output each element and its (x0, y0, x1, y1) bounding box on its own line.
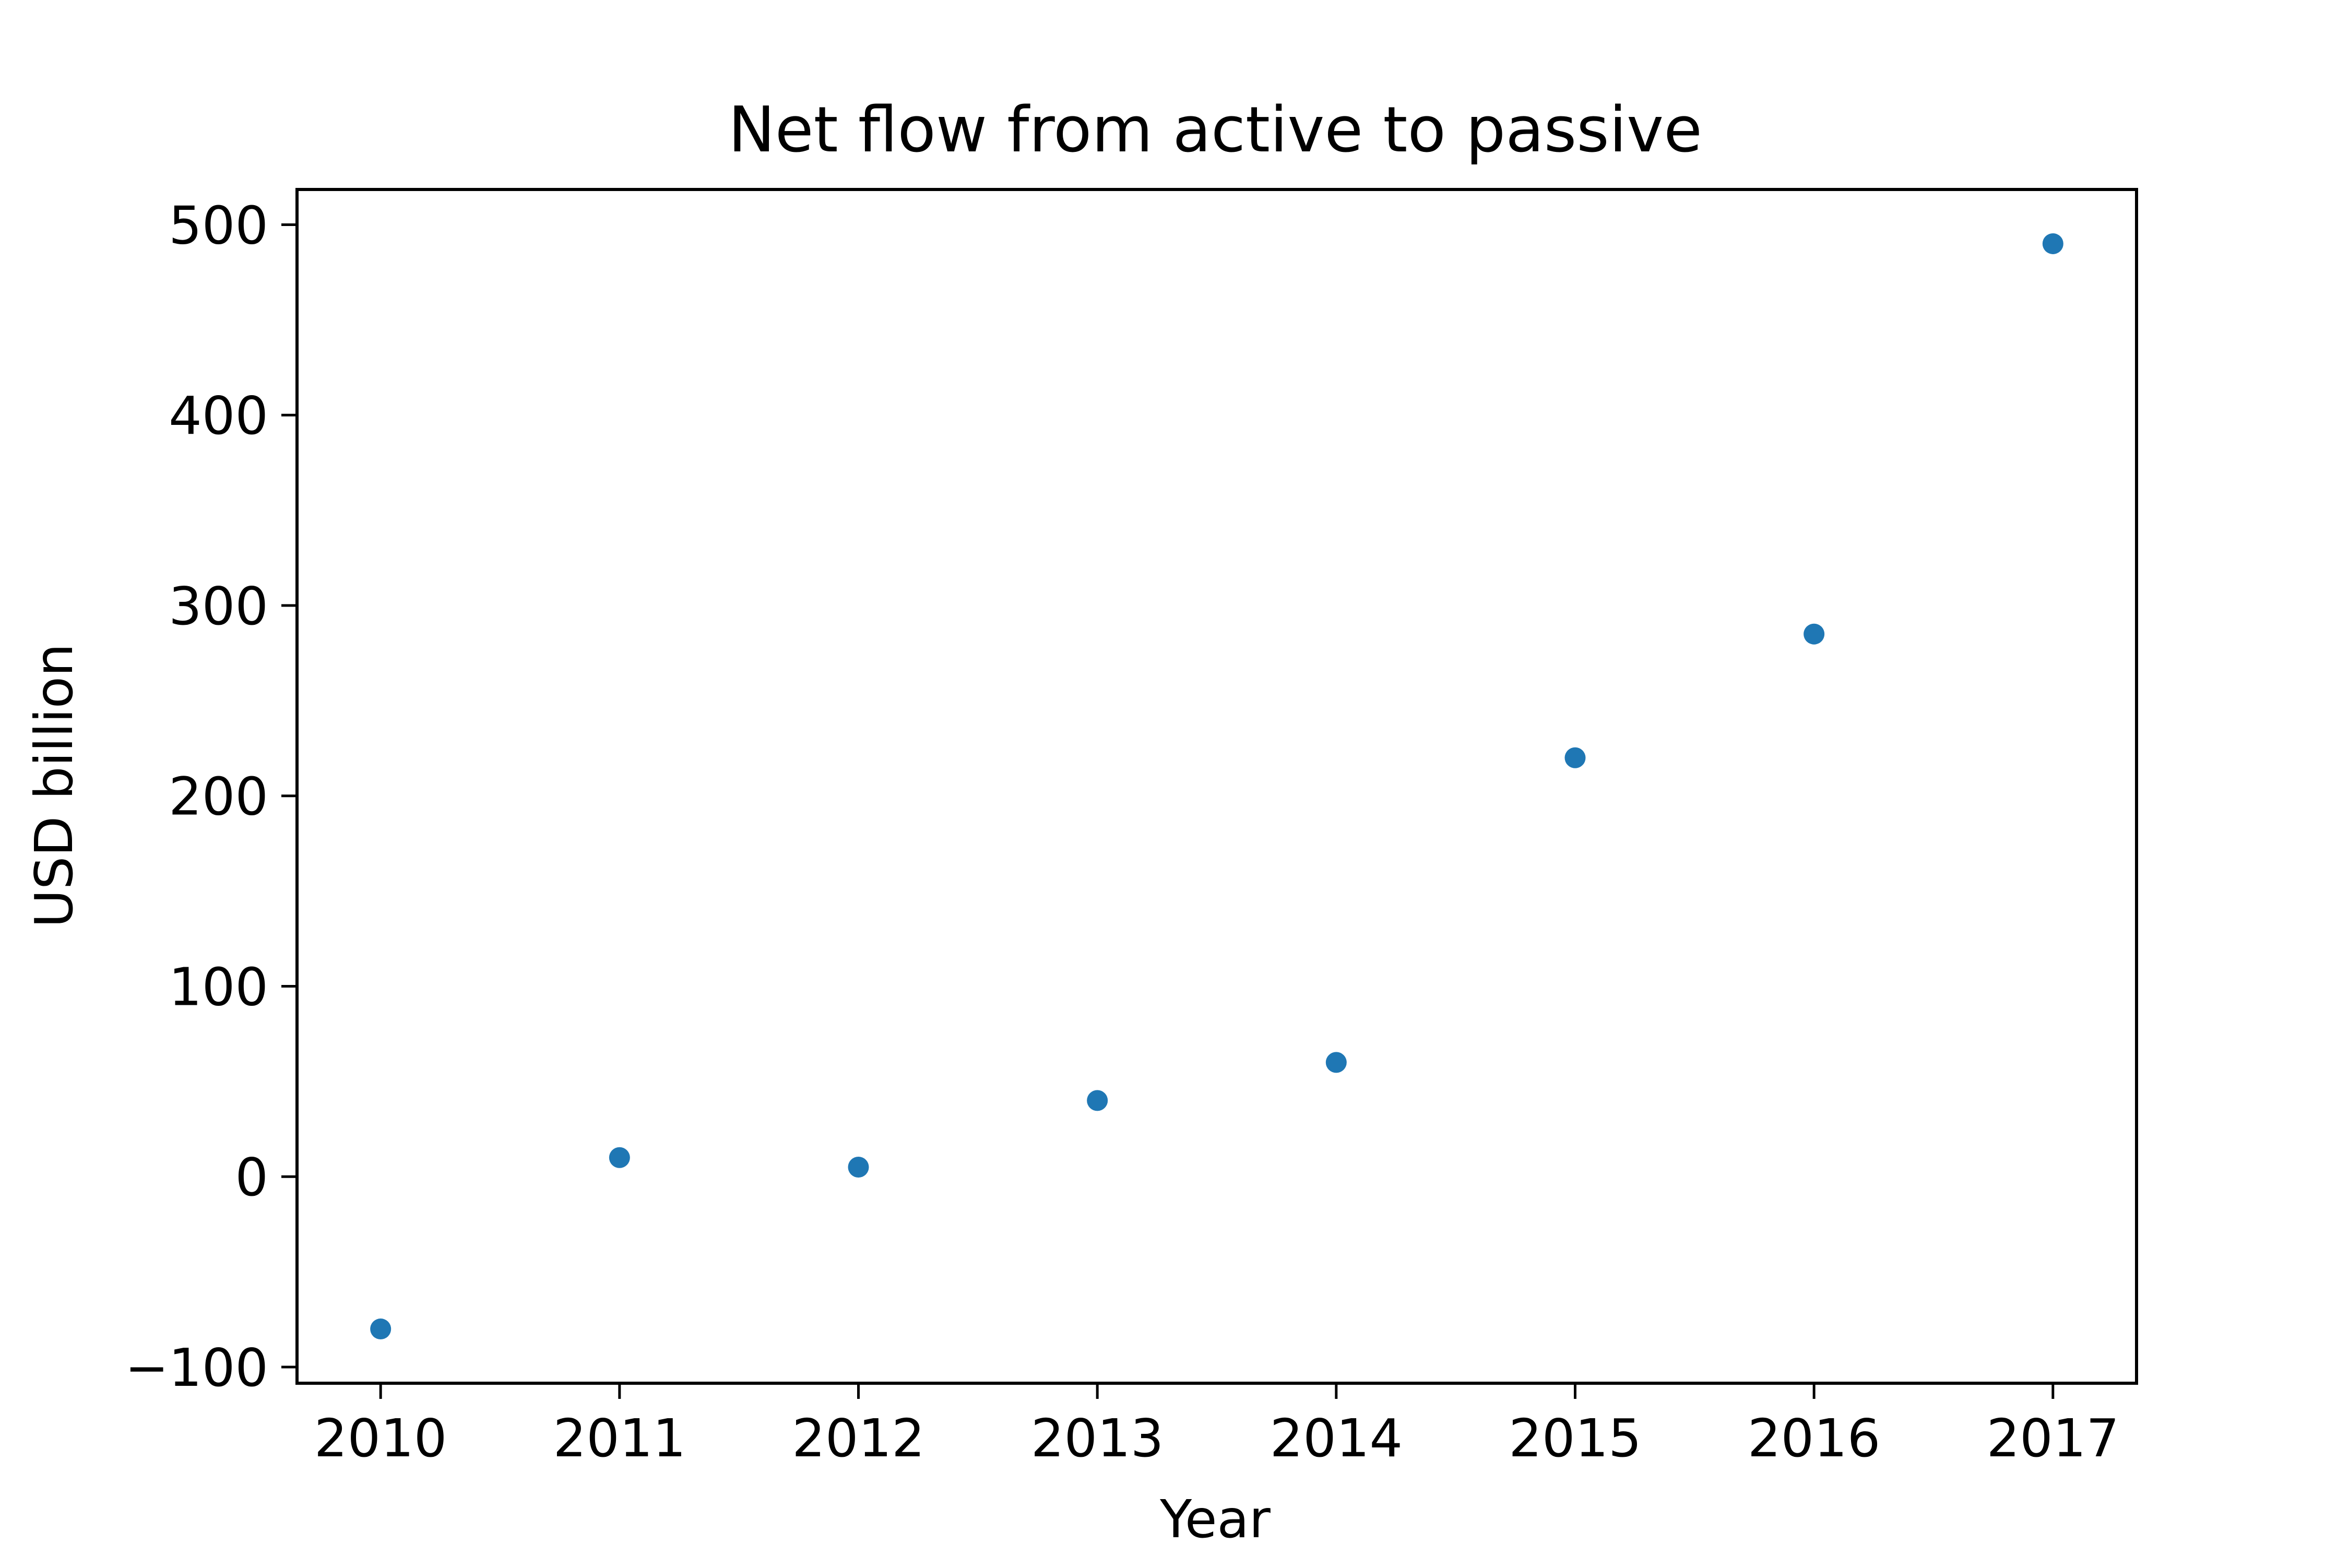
data-point (1804, 623, 1825, 645)
y-axis-label: USD billion (23, 644, 85, 928)
x-axis-label: Year (1159, 1489, 1271, 1550)
x-tick-label: 2011 (553, 1408, 686, 1469)
y-tick-label: 0 (235, 1147, 268, 1208)
y-tick-label: 200 (169, 766, 268, 827)
x-tick-label: 2017 (1987, 1408, 2120, 1469)
data-point (848, 1157, 869, 1178)
x-tick-label: 2016 (1748, 1408, 1881, 1469)
y-tick-label: 400 (169, 385, 268, 446)
x-tick-label: 2013 (1031, 1408, 1164, 1469)
x-tick-label: 2014 (1270, 1408, 1403, 1469)
chart-title: Net flow from active to passive (728, 94, 1702, 167)
y-tick-label: 100 (169, 956, 268, 1017)
data-point (609, 1147, 630, 1168)
data-point (370, 1318, 392, 1340)
x-tick-label: 2012 (792, 1408, 925, 1469)
y-tick-label: 300 (169, 576, 268, 637)
data-point (1087, 1090, 1108, 1111)
y-tick-label: 500 (169, 195, 268, 256)
y-tick-label: −100 (125, 1337, 268, 1398)
data-point (2042, 233, 2063, 254)
x-tick-label: 2015 (1509, 1408, 1642, 1469)
data-point (1325, 1052, 1347, 1073)
data-point (1564, 747, 1586, 768)
x-tick-label: 2010 (314, 1408, 447, 1469)
axes-frame (295, 188, 2138, 1385)
plot-area: 2010 2011 2012 2013 2014 2015 2016 2017 −100 0 100… (125, 195, 2119, 1469)
